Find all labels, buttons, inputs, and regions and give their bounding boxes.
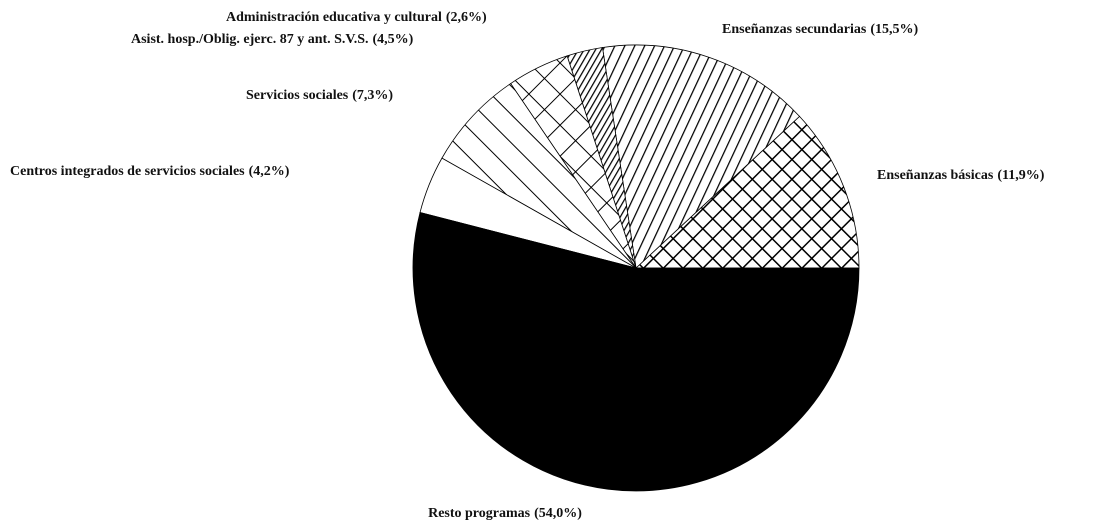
category-label: Centros integrados de servicios sociales <box>10 164 245 179</box>
slice-label: Servicios sociales (7,3%) <box>246 88 393 103</box>
value-label: (2,6%) <box>446 10 487 25</box>
pie-slice <box>441 83 637 269</box>
slice-label: Enseñanzas básicas (11,9%) <box>877 168 1045 183</box>
pie-slice <box>412 212 860 492</box>
category-label: Administración educativa y cultural <box>226 10 442 25</box>
slice-label: Resto programas (54,0%) <box>428 506 582 521</box>
value-label: (15,5%) <box>870 22 918 37</box>
category-label: Enseñanzas básicas <box>877 168 994 183</box>
value-label: (11,9%) <box>997 168 1044 183</box>
slice-label: Enseñanzas secundarias (15,5%) <box>722 22 918 37</box>
value-label: (4,2%) <box>249 164 290 179</box>
slice-label: Administración educativa y cultural (2,6%… <box>226 10 487 25</box>
pie-slice <box>634 115 860 269</box>
slice-label: Asist. hosp./Oblig. ejerc. 87 y ant. S.V… <box>131 32 414 47</box>
category-label: Enseñanzas secundarias <box>722 22 867 37</box>
category-label: Servicios sociales <box>246 88 349 103</box>
slice-label: Centros integrados de servicios sociales… <box>10 164 290 179</box>
value-label: (7,3%) <box>352 88 393 103</box>
pie-slice <box>602 44 801 269</box>
value-label: (54,0%) <box>534 506 582 521</box>
category-label: Asist. hosp./Oblig. ejerc. 87 y ant. S.V… <box>131 32 369 47</box>
category-label: Resto programas <box>428 506 531 521</box>
value-label: (4,5%) <box>373 32 414 47</box>
